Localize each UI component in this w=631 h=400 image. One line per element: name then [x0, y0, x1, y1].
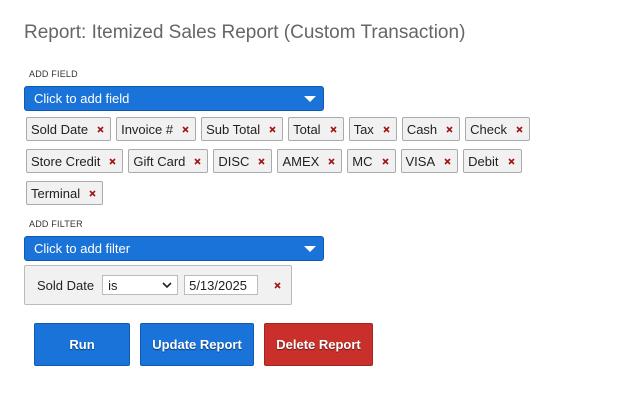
remove-tag[interactable] — [328, 157, 335, 165]
dropdown-arrow — [304, 96, 316, 102]
tag-text: Invoice # — [121, 121, 174, 137]
tag-text: Debit — [468, 153, 499, 169]
remove-tag[interactable] — [109, 157, 116, 165]
tag-text: Tax — [353, 121, 374, 137]
remove-tag[interactable] — [516, 125, 523, 133]
tag-text: Cash — [406, 121, 438, 137]
remove-tag[interactable] — [182, 125, 189, 133]
delete-report-button[interactable]: Delete Report — [264, 323, 373, 366]
tag-text: DISC — [218, 153, 250, 169]
field-tag: Tax — [348, 117, 397, 141]
update-report-button[interactable]: Update Report — [140, 323, 254, 366]
field-tag: Check — [465, 117, 531, 141]
tag-text: Terminal — [31, 185, 81, 201]
report-title: Report: Itemized Sales Report (Custom Tr… — [24, 22, 466, 43]
run-button[interactable]: Run — [34, 323, 130, 366]
remove-tag[interactable] — [381, 157, 389, 165]
field-tag: Debit — [463, 149, 522, 173]
field-tag: Total — [288, 117, 344, 141]
filter-operator-select[interactable]: is — [102, 275, 179, 295]
remove-tag[interactable] — [194, 157, 201, 165]
add-filter-label: ADD FILTER — [29, 219, 83, 229]
field-tag: Gift Card — [128, 149, 209, 173]
remove-filter[interactable] — [274, 281, 281, 289]
tag-text: AMEX — [282, 153, 320, 169]
add-field-label: ADD FIELD — [29, 69, 78, 79]
field-tag: VISA — [400, 149, 459, 173]
filter-field: Sold Date — [37, 277, 95, 293]
dropdown-text: Click to add filter — [34, 241, 131, 256]
field-tags: Sold Date Invoice # Sub Total Total Tax Cash C… — [26, 117, 586, 205]
tag-text: Gift Card — [133, 153, 186, 169]
field-tag: AMEX — [277, 149, 343, 173]
tag-text: Store Credit — [31, 153, 101, 169]
operator-text: is — [108, 277, 118, 293]
field-tag: Terminal — [26, 181, 104, 205]
tag-text: Sold Date — [31, 121, 89, 137]
field-tag: Store Credit — [26, 149, 124, 173]
value-text: 5/13/2025 — [189, 277, 247, 293]
field-tag: Invoice # — [116, 117, 197, 141]
field-tag: MC — [347, 149, 396, 173]
tag-text: Total — [293, 121, 321, 137]
field-tag: Sold Date — [26, 117, 112, 141]
tag-text: Check — [470, 121, 508, 137]
field-tag: Sub Total — [201, 117, 284, 141]
tag-text: MC — [352, 153, 373, 169]
remove-tag[interactable] — [446, 125, 453, 133]
filter-value-input[interactable]: 5/13/2025 — [184, 275, 259, 295]
add-field-dropdown[interactable]: Click to add field — [24, 86, 324, 111]
remove-tag[interactable] — [269, 125, 276, 133]
remove-tag[interactable] — [383, 125, 390, 133]
tag-text: Sub Total — [206, 121, 261, 137]
remove-tag[interactable] — [444, 157, 451, 165]
remove-tag[interactable] — [330, 125, 337, 133]
dropdown-text: Click to add field — [34, 91, 130, 106]
field-tag: DISC — [213, 149, 273, 173]
remove-tag[interactable] — [507, 157, 515, 165]
remove-tag[interactable] — [97, 125, 104, 133]
field-tag: Cash — [401, 117, 461, 141]
remove-tag[interactable] — [258, 157, 266, 165]
select-chevron — [162, 282, 172, 288]
dropdown-arrow — [304, 246, 316, 252]
filter-row: Sold Date is 5/13/2025 — [24, 265, 292, 305]
remove-tag[interactable] — [89, 189, 96, 197]
add-filter-dropdown[interactable]: Click to add filter — [24, 236, 324, 261]
tag-text: VISA — [405, 153, 436, 169]
